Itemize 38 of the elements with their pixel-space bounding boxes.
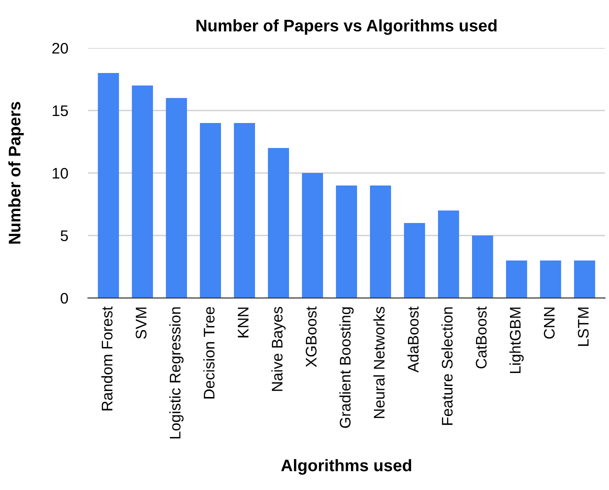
bar: [540, 260, 562, 298]
bar: [506, 260, 528, 298]
x-tick-label: CNN: [544, 308, 555, 339]
y-tick-label: 0: [60, 292, 68, 304]
bar: [234, 123, 256, 298]
x-tick-label: Decision Tree: [203, 307, 215, 398]
bar: [132, 86, 153, 298]
bar: [472, 236, 494, 298]
bar: [200, 123, 221, 298]
y-tick-label: 5: [60, 230, 68, 242]
x-tick-label: KNN: [238, 308, 248, 338]
bar: [268, 148, 290, 298]
bar: [404, 223, 426, 298]
x-tick-label: SVM: [136, 308, 147, 339]
bar: [166, 98, 187, 298]
bar: [574, 260, 596, 298]
x-tick-label: Naive Bayes: [271, 306, 286, 391]
x-tick-label: CatBoost: [476, 306, 487, 368]
x-tick-label: Gradient Boosting: [339, 307, 354, 428]
y-tick-label: 10: [52, 168, 68, 179]
x-axis-title: Algorithms used: [281, 459, 412, 475]
bar: [98, 73, 119, 298]
x-tick-label: Feature Selection: [441, 307, 453, 425]
bar: [336, 186, 358, 298]
x-tick-label: XGBoost: [306, 306, 317, 368]
x-tick-label: Logistic Regression: [169, 307, 184, 438]
y-tick-label: 20: [52, 42, 68, 54]
x-tick-label: Neural Networks: [373, 306, 385, 418]
x-tick-label: LSTM: [578, 308, 589, 346]
y-axis-title: Number of Papers: [8, 102, 24, 244]
bar: [302, 173, 324, 298]
bar: [438, 210, 460, 298]
chart-title: Number of Papers vs Algorithms used: [196, 19, 497, 35]
y-tick-label: 15: [52, 106, 68, 116]
x-tick-label: AdaBoost: [407, 306, 419, 373]
x-tick-label: LightGBM: [509, 308, 524, 374]
x-tick-label: Random Forest: [101, 306, 113, 410]
bar: [370, 186, 392, 298]
